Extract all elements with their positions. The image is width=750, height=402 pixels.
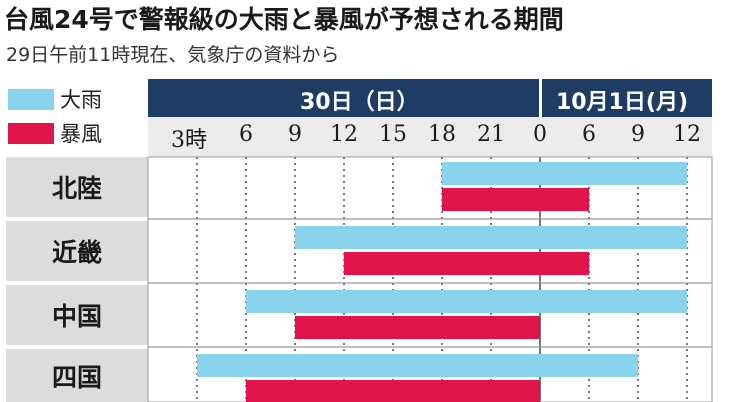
hour-tick-label: 9 <box>631 122 645 147</box>
row-label-hokuriku: 北陸 <box>6 157 148 217</box>
hour-tick-label: 6 <box>239 122 253 147</box>
chart-subtitle: 29日午前11時現在、気象庁の資料から <box>6 44 340 66</box>
date-divider <box>539 79 542 117</box>
legend-swatch-heavy-rain <box>8 89 54 110</box>
chart-title: 台風24号で警報級の大雨と暴風が予想される期間 <box>4 5 564 34</box>
heavy-rain-bar-0 <box>442 162 687 185</box>
storm-bar-0 <box>442 188 589 211</box>
legend-label-storm: 暴風 <box>60 122 102 146</box>
hour-tick-label: 12 <box>673 122 701 147</box>
hour-tick-label: 6 <box>582 122 596 147</box>
heavy-rain-bar-2 <box>246 290 687 313</box>
interval-bars <box>197 162 687 402</box>
legend-swatch-storm <box>8 123 54 144</box>
hour-tick-label: 18 <box>428 122 456 147</box>
plot-frame <box>147 156 713 402</box>
row-separator <box>6 345 148 349</box>
row-label-kinki: 近畿 <box>6 221 148 281</box>
row-label-chugoku: 中国 <box>6 285 148 345</box>
date-label-oct1: 10月1日(月) <box>556 90 689 115</box>
row-separator <box>6 217 148 221</box>
hour-tick-label: 0 <box>533 122 547 147</box>
row-label-shikoku: 四国 <box>6 349 148 402</box>
storm-bar-2 <box>295 316 540 339</box>
hour-tick-label: 3時 <box>171 128 207 153</box>
heavy-rain-bar-1 <box>295 226 687 249</box>
row-separator <box>6 281 148 285</box>
legend-label-heavy-rain: 大雨 <box>60 88 102 112</box>
storm-bar-3 <box>246 380 540 402</box>
heavy-rain-bar-3 <box>197 354 638 377</box>
hour-tick-label: 12 <box>330 122 358 147</box>
hour-tick-label: 15 <box>379 122 407 147</box>
hour-tick-band <box>148 117 712 157</box>
date-header-band <box>148 79 712 117</box>
date-label-30: 30日（日） <box>300 90 419 115</box>
hour-tick-label: 21 <box>477 122 505 147</box>
storm-bar-1 <box>344 252 589 275</box>
hour-tick-label: 9 <box>288 122 302 147</box>
